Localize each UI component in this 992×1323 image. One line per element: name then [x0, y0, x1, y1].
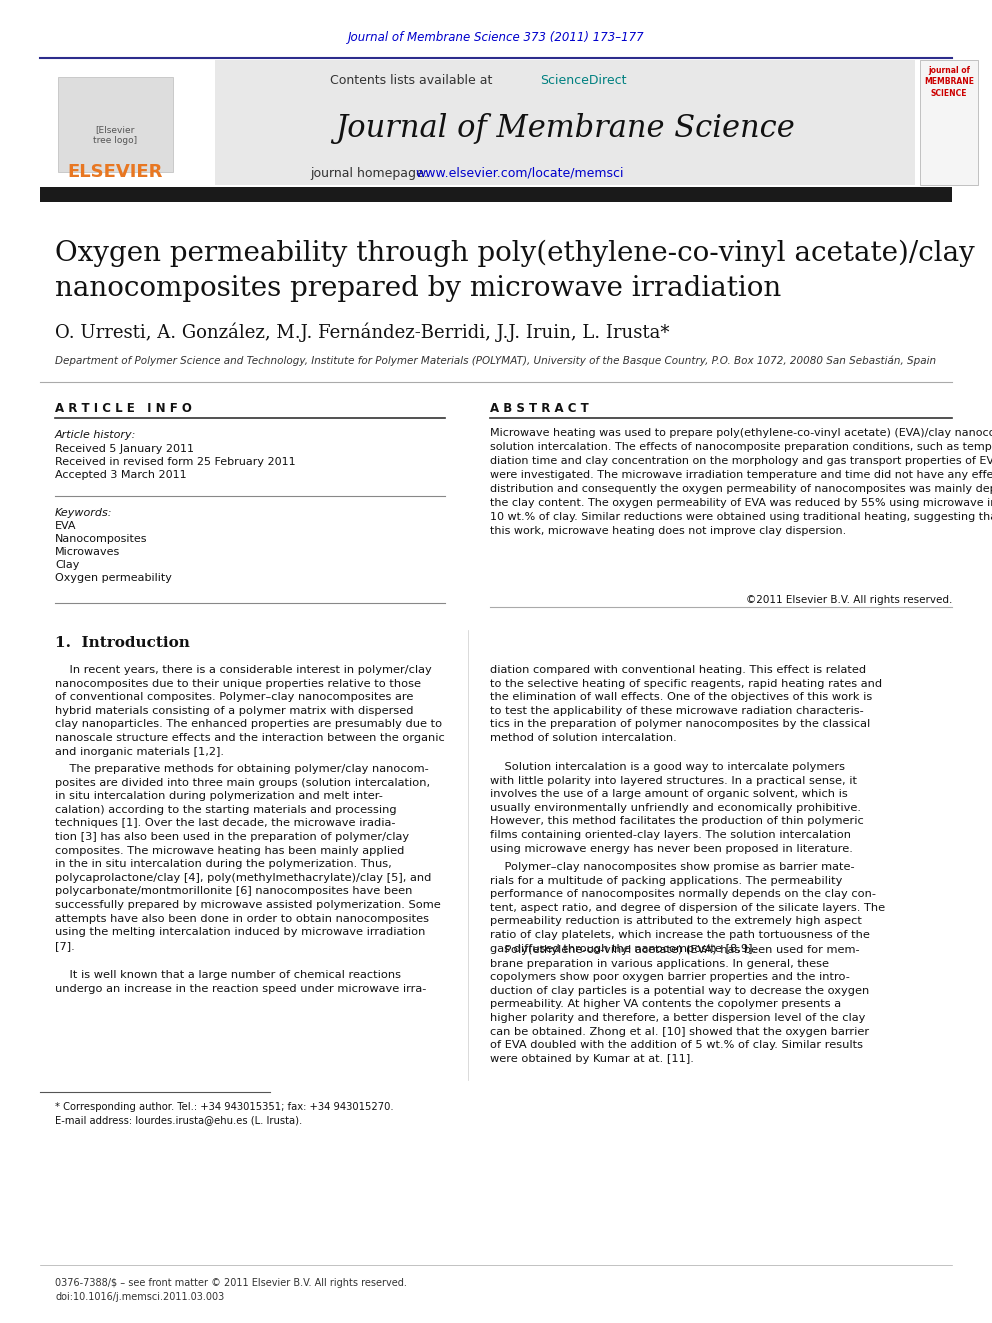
Text: * Corresponding author. Tel.: +34 943015351; fax: +34 943015270.: * Corresponding author. Tel.: +34 943015… — [55, 1102, 394, 1113]
Text: Department of Polymer Science and Technology, Institute for Polymer Materials (P: Department of Polymer Science and Techno… — [55, 355, 936, 365]
FancyBboxPatch shape — [215, 60, 915, 185]
Text: ELSEVIER: ELSEVIER — [67, 163, 163, 181]
Text: Oxygen permeability: Oxygen permeability — [55, 573, 172, 583]
Text: In recent years, there is a considerable interest in polymer/clay
nanocomposites: In recent years, there is a considerable… — [55, 665, 444, 757]
Text: [Elsevier
tree logo]: [Elsevier tree logo] — [93, 124, 137, 146]
FancyBboxPatch shape — [40, 187, 952, 202]
Text: Keywords:: Keywords: — [55, 508, 112, 519]
Text: Contents lists available at: Contents lists available at — [330, 74, 496, 86]
Text: Nanocomposites: Nanocomposites — [55, 534, 148, 544]
Text: journal homepage:: journal homepage: — [310, 167, 432, 180]
FancyBboxPatch shape — [920, 60, 978, 185]
Text: The preparative methods for obtaining polymer/clay nanocom-
posites are divided : The preparative methods for obtaining po… — [55, 763, 440, 951]
Text: EVA: EVA — [55, 521, 76, 531]
Text: Accepted 3 March 2011: Accepted 3 March 2011 — [55, 470, 186, 480]
Text: Received in revised form 25 February 2011: Received in revised form 25 February 201… — [55, 456, 296, 467]
Text: Journal of Membrane Science: Journal of Membrane Science — [335, 112, 795, 143]
Text: Solution intercalation is a good way to intercalate polymers
with little polarit: Solution intercalation is a good way to … — [490, 762, 864, 853]
Text: doi:10.1016/j.memsci.2011.03.003: doi:10.1016/j.memsci.2011.03.003 — [55, 1293, 224, 1302]
Text: Polymer–clay nanocomposites show promise as barrier mate-
rials for a multitude : Polymer–clay nanocomposites show promise… — [490, 863, 885, 954]
Text: Oxygen permeability through poly(ethylene-co-vinyl acetate)/clay: Oxygen permeability through poly(ethylen… — [55, 239, 975, 267]
Text: 1.  Introduction: 1. Introduction — [55, 636, 189, 650]
Text: E-mail address: lourdes.irusta@ehu.es (L. Irusta).: E-mail address: lourdes.irusta@ehu.es (L… — [55, 1115, 303, 1125]
Text: www.elsevier.com/locate/memsci: www.elsevier.com/locate/memsci — [415, 167, 624, 180]
Text: A B S T R A C T: A B S T R A C T — [490, 402, 588, 415]
Text: Article history:: Article history: — [55, 430, 136, 441]
Text: Clay: Clay — [55, 560, 79, 570]
Text: Received 5 January 2011: Received 5 January 2011 — [55, 445, 194, 454]
Text: nanocomposites prepared by microwave irradiation: nanocomposites prepared by microwave irr… — [55, 275, 782, 302]
Text: It is well known that a large number of chemical reactions
undergo an increase i: It is well known that a large number of … — [55, 970, 427, 994]
FancyBboxPatch shape — [58, 77, 173, 172]
Text: O. Urresti, A. González, M.J. Fernández-Berridi, J.J. Iruin, L. Irusta*: O. Urresti, A. González, M.J. Fernández-… — [55, 321, 670, 341]
Text: journal of
MEMBRANE
SCIENCE: journal of MEMBRANE SCIENCE — [924, 66, 974, 98]
Text: ©2011 Elsevier B.V. All rights reserved.: ©2011 Elsevier B.V. All rights reserved. — [746, 595, 952, 605]
Text: A R T I C L E   I N F O: A R T I C L E I N F O — [55, 402, 191, 415]
Text: Journal of Membrane Science 373 (2011) 173–177: Journal of Membrane Science 373 (2011) 1… — [347, 32, 645, 45]
Text: 0376-7388/$ – see front matter © 2011 Elsevier B.V. All rights reserved.: 0376-7388/$ – see front matter © 2011 El… — [55, 1278, 407, 1289]
Text: Poly(ethylene-co-vinyl acetate) (EVA) has been used for mem-
brane preparation i: Poly(ethylene-co-vinyl acetate) (EVA) ha… — [490, 945, 869, 1064]
Text: diation compared with conventional heating. This effect is related
to the select: diation compared with conventional heati… — [490, 665, 882, 744]
Text: Microwaves: Microwaves — [55, 546, 120, 557]
Text: Microwave heating was used to prepare poly(ethylene-co-vinyl acetate) (EVA)/clay: Microwave heating was used to prepare po… — [490, 429, 992, 536]
Text: ScienceDirect: ScienceDirect — [540, 74, 627, 86]
